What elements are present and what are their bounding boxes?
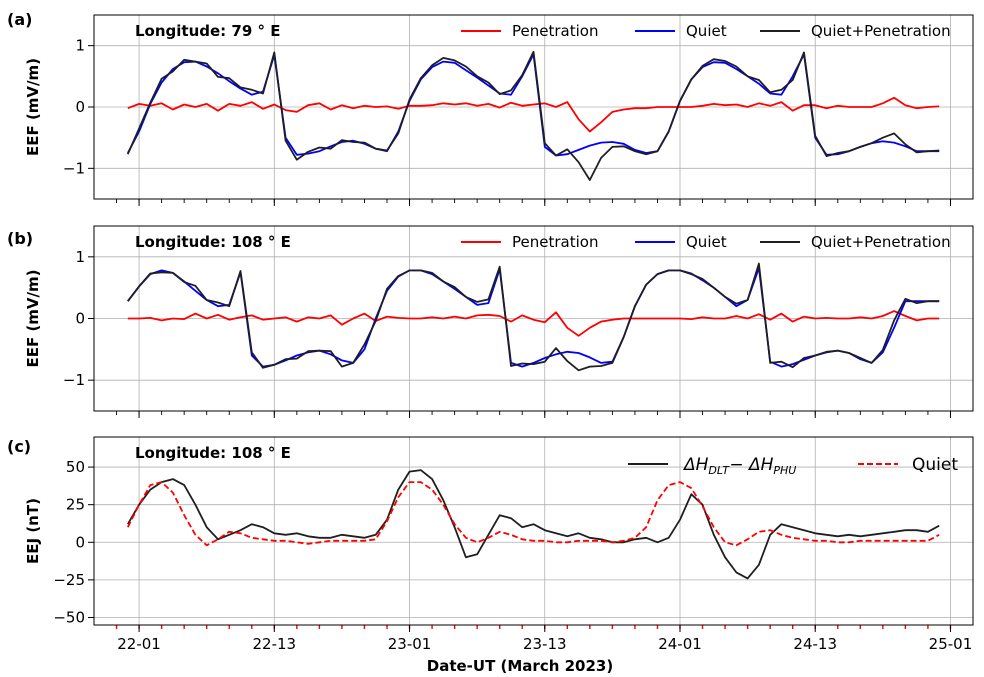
shared-x-axis: 22-01 22-13 23-01 23-13 24-01 24-13 25-01 <box>117 635 972 653</box>
panel-label: (b) <box>7 229 33 248</box>
series-line <box>127 96 940 133</box>
legend-label: Penetration <box>512 22 598 40</box>
y-tick-label: 0 <box>75 98 85 116</box>
y-tick-label: 0 <box>75 310 85 328</box>
legend-label: Penetration <box>512 233 598 251</box>
x-tick-label: 23-13 <box>523 635 567 653</box>
series-line <box>127 262 940 372</box>
y-tick-label: −50 <box>53 608 85 626</box>
x-axis-label: Date-UT (March 2023) <box>427 657 613 675</box>
y-tick-label: −1 <box>63 159 85 177</box>
series-line <box>127 310 940 337</box>
series-line <box>127 469 940 580</box>
y-tick-label: 0 <box>75 533 85 551</box>
legend-label: Quiet+Penetration <box>811 233 951 251</box>
y-tick-label: −1 <box>63 371 85 389</box>
x-tick-label: 23-01 <box>388 635 432 653</box>
legend-label: Quiet <box>686 22 727 40</box>
x-tick-label: 24-13 <box>793 635 837 653</box>
plot-frame <box>93 436 974 626</box>
panel-a: 1 0 −1 (a) Longitude: 79 ° E EEF (mV/m) Penetr… <box>7 10 974 206</box>
panel-b: 1 0 −1 (b) Longitude: 108 ° E EEF (mV/m) Penet… <box>7 225 974 418</box>
series-line <box>126 50 940 181</box>
legend-label: ΔHDLT − ΔHPHU <box>682 455 796 477</box>
x-tick-label: 24-01 <box>658 635 702 653</box>
y-axis-label: EEF (mV/m) <box>24 269 42 367</box>
panel-c: 50 25 0 −25 −50 (c) Longitude: 108 ° E EEJ (nT)… <box>7 436 974 632</box>
y-tick-label: 1 <box>75 248 85 266</box>
y-tick-label: −25 <box>53 571 85 589</box>
y-axis-label: EEJ (nT) <box>24 498 42 564</box>
legend-label: Quiet <box>686 233 727 251</box>
plot-frame <box>93 14 974 200</box>
x-tick-label: 22-01 <box>117 635 161 653</box>
panel-label: (a) <box>7 10 32 29</box>
x-tick-label: 25-01 <box>929 635 973 653</box>
panel-label: (c) <box>7 437 31 456</box>
series-line <box>126 481 940 547</box>
y-tick-label: 25 <box>66 496 85 514</box>
y-tick-label: 50 <box>66 458 85 476</box>
series-line <box>127 266 940 368</box>
longitude-annotation: Longitude: 108 ° E <box>135 233 291 251</box>
legend-label: Quiet <box>912 455 958 475</box>
y-tick-label: 1 <box>75 37 85 55</box>
longitude-annotation: Longitude: 79 ° E <box>135 22 280 40</box>
plot-frame <box>93 225 974 412</box>
y-axis-label: EEF (mV/m) <box>24 58 42 156</box>
x-tick-label: 22-13 <box>253 635 297 653</box>
longitude-annotation: Longitude: 108 ° E <box>135 444 291 462</box>
legend-label: Quiet+Penetration <box>811 22 951 40</box>
